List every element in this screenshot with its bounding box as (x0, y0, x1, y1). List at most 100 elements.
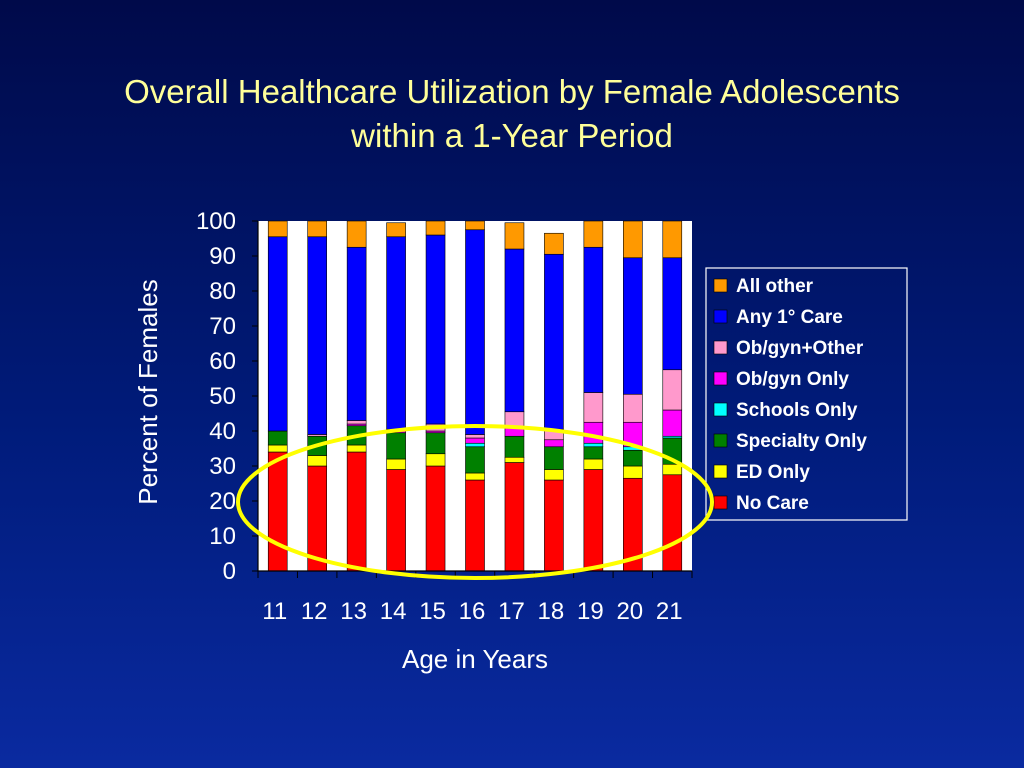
x-tick-label: 19 (577, 598, 604, 625)
bar-segment-age-11-all-other (267, 220, 288, 238)
y-axis-label: Percent of Females (133, 279, 163, 504)
bar-segment-age-15-ed-only (425, 453, 446, 467)
bar-segment-age-15-all-other (425, 220, 446, 236)
legend-entry-label: ED Only (736, 462, 810, 483)
tick-labels-group: 0 10 20 30 40 50 60 70 80 90 100 11 12 13 14 15 16 17 18 19… (196, 208, 683, 625)
bar-segment-age-14-all-other (386, 222, 406, 238)
bar-segment-age-15-any-1-care (425, 234, 446, 425)
y-tick-label: 50 (209, 383, 236, 410)
y-tick-label: 90 (209, 243, 236, 270)
legend-entry-label: No Care (736, 493, 809, 514)
bar-segment-age-14-no-care (386, 469, 406, 572)
bar-segment-age-21-ed-only (662, 463, 683, 476)
bar-segment-age-11-specialty-only (267, 430, 288, 446)
bars-group (267, 220, 683, 572)
bar-segment-age-18-all-other (544, 232, 564, 255)
bar-segment-age-11-no-care (267, 451, 288, 572)
bar-segment-age-16-ob-gyn-only (465, 437, 485, 444)
y-tick-label: 60 (209, 348, 236, 375)
bar-segment-age-21-ob-gyn-other (662, 369, 683, 411)
bar-segment-age-20-ed-only (623, 465, 643, 479)
bar-segment-age-19-ed-only (583, 458, 604, 470)
bar-segment-age-19-any-1-care (583, 246, 604, 393)
bar-segment-age-16-specialty-only (465, 446, 485, 474)
bar-segment-age-13-ed-only (346, 444, 367, 453)
bar-segment-age-17-all-other (504, 222, 525, 250)
x-tick-label: 17 (498, 598, 525, 625)
legend-entry-label: Schools Only (736, 400, 858, 421)
bar-segment-age-15-specialty-only (425, 432, 446, 455)
bar-segment-age-19-all-other (583, 220, 604, 248)
legend-swatch (713, 309, 728, 324)
bar-segment-age-16-no-care (465, 479, 485, 572)
x-tick-label: 18 (538, 598, 565, 625)
bar-segment-age-20-specialty-only (623, 449, 643, 467)
legend-entry-label: Ob/gyn+Other (736, 338, 864, 359)
bar-segment-age-13-no-care (346, 451, 367, 572)
bar-segment-age-21-no-care (662, 474, 683, 572)
y-tick-label: 0 (223, 558, 236, 585)
highlight-ellipse-group (236, 424, 714, 580)
y-tick-label: 40 (209, 418, 236, 445)
x-tick-label: 13 (340, 598, 367, 625)
x-tick-label: 11 (262, 598, 287, 625)
legend-entry-label: Ob/gyn Only (736, 369, 849, 390)
y-tick-label: 10 (209, 523, 236, 550)
bar-segment-age-20-any-1-care (623, 257, 643, 395)
bar-segment-age-18-any-1-care (544, 253, 564, 430)
legend-entry-label: Any 1° Care (736, 307, 843, 328)
legend-swatch (713, 433, 728, 448)
slide-title-line-1: Overall Healthcare Utilization by Female… (124, 73, 900, 110)
bar-segment-age-14-ed-only (386, 458, 406, 470)
bar-segment-age-16-ed-only (465, 472, 485, 481)
bar-segment-age-13-any-1-care (346, 246, 367, 421)
bar-segment-age-14-any-1-care (386, 236, 406, 430)
x-tick-label: 16 (459, 598, 486, 625)
y-tick-label: 70 (209, 313, 236, 340)
slide-title: Overall Healthcare Utilization by Female… (0, 70, 1024, 158)
bar-segment-age-20-all-other (623, 220, 643, 259)
legend-swatch (713, 278, 728, 293)
bar-segment-age-21-all-other (662, 220, 683, 259)
bar-segment-age-16-all-other (465, 220, 485, 231)
bar-segment-age-17-no-care (504, 462, 525, 572)
bar-segment-age-13-all-other (346, 220, 367, 248)
legend-entry-label: All other (736, 276, 814, 297)
legend-swatch (713, 340, 728, 355)
bar-segment-age-13-ob-gyn-other (346, 420, 367, 425)
legend-swatch (713, 371, 728, 386)
bar-segment-age-12-any-1-care (307, 236, 327, 435)
bar-segment-age-18-no-care (544, 479, 564, 572)
bar-segment-age-20-ob-gyn-other (623, 393, 643, 423)
y-tick-label: 100 (196, 208, 236, 235)
bar-segment-age-21-any-1-care (662, 257, 683, 371)
y-tick-label: 20 (209, 488, 236, 515)
bar-segment-age-16-any-1-care (465, 229, 485, 435)
bar-segment-age-19-schools-only (583, 442, 604, 448)
y-tick-label: 80 (209, 278, 236, 305)
bar-segment-age-19-ob-gyn-other (583, 392, 604, 423)
legend-swatch (713, 495, 728, 510)
bar-segment-age-17-ed-only (504, 456, 525, 463)
bar-segment-age-19-specialty-only (583, 446, 604, 460)
legend-entry-label: Specialty Only (736, 431, 867, 452)
legend-swatch (713, 464, 728, 479)
x-tick-label: 20 (616, 598, 643, 625)
bar-segment-age-16-ob-gyn-other (465, 434, 485, 439)
bar-segment-age-19-no-care (583, 469, 604, 572)
slide-title-line-2: within a 1-Year Period (351, 117, 673, 154)
bar-segment-age-12-ed-only (307, 455, 327, 467)
bar-segment-age-19-ob-gyn-only (583, 421, 604, 444)
x-tick-label: 14 (380, 598, 407, 625)
y-tick-label: 30 (209, 453, 236, 480)
bar-segment-age-21-ob-gyn-only (662, 409, 683, 437)
bar-segment-age-12-all-other (307, 220, 327, 238)
bar-segment-age-11-ed-only (267, 444, 288, 453)
bar-segment-age-18-ed-only (544, 469, 564, 481)
x-tick-label: 21 (656, 598, 683, 625)
bar-segment-age-17-any-1-care (504, 248, 525, 413)
highlight-ellipse (236, 424, 714, 580)
bar-segment-age-16-schools-only (465, 442, 485, 448)
x-tick-label: 12 (301, 598, 328, 625)
